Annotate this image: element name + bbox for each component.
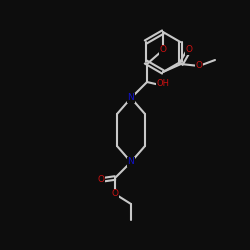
Text: O: O bbox=[196, 62, 202, 70]
Text: OH: OH bbox=[156, 80, 170, 88]
Text: O: O bbox=[160, 46, 166, 54]
Text: N: N bbox=[128, 158, 134, 166]
Text: O: O bbox=[112, 190, 118, 198]
Text: N: N bbox=[128, 94, 134, 102]
Text: O: O bbox=[98, 176, 104, 184]
Text: O: O bbox=[186, 46, 192, 54]
